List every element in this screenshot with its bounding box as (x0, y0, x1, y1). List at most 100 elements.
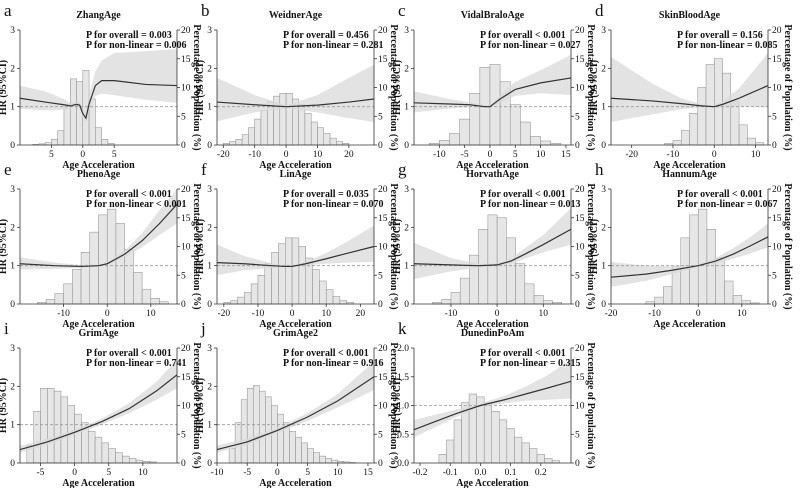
hr-curve (610, 85, 769, 108)
y2-axis-label: Percentage of Population (%) (191, 342, 202, 468)
x-tick-label: 0 (696, 309, 701, 319)
panel-title: HannumAge (662, 169, 717, 180)
hist-bar (279, 93, 287, 146)
hist-bar (310, 121, 318, 146)
p-nonlinear: P for non-linear = 0.027 (480, 40, 581, 51)
y2-tick-label: 10 (575, 243, 585, 253)
y-tick-label: 1 (601, 103, 606, 113)
y-tick-label: 2 (601, 223, 606, 233)
hist-bar (332, 296, 341, 305)
x-axis-label: Age Acceleration (259, 160, 332, 171)
hist-bar (115, 223, 125, 305)
p-overall: P for overall < 0.001 (480, 348, 566, 359)
y2-tick-label: 5 (575, 112, 580, 122)
x-axis-label: Age Acceleration (456, 160, 529, 171)
hist-bar (521, 442, 530, 464)
hist-bar (248, 127, 255, 146)
hist-bar (741, 300, 751, 305)
panel-e: 0 1 2 3 0 5 10 15 20 -10 0 10 e PhenoAge P for overall… (0, 160, 202, 330)
y2-axis-label: Percentage of Population (%) (782, 24, 793, 150)
y-tick-label: 1 (207, 262, 212, 272)
panel-letter: h (595, 160, 604, 179)
hist-bar (115, 452, 123, 464)
x-tick-label: -10 (252, 309, 265, 319)
y2-tick-label: 5 (378, 430, 383, 440)
y-tick-label: 0.0 (397, 459, 409, 469)
hist-bar (69, 78, 77, 146)
hist-bar (254, 118, 262, 146)
y2-tick-label: 0 (575, 459, 580, 469)
y-tick-label: 3 (10, 26, 15, 36)
x-tick-label: 0 (488, 150, 493, 160)
y2-tick-label: 20 (575, 344, 585, 354)
hist-bar (313, 452, 320, 464)
p-overall: P for overall < 0.001 (283, 348, 369, 359)
ci-band (20, 189, 177, 270)
hist-bar (229, 141, 237, 146)
y-axis-label: HR (95%CI) (589, 219, 600, 274)
hist-bar (331, 459, 339, 464)
hist-bar (722, 72, 732, 146)
y-tick-label: 2 (207, 64, 212, 74)
p-nonlinear: P for non-linear = 0.070 (283, 199, 384, 210)
hist-bar (706, 229, 716, 305)
hist-bar (301, 442, 308, 464)
hist-bar (714, 58, 723, 146)
y-tick-label: 3 (601, 26, 606, 36)
hist-bar (47, 388, 55, 464)
hist-bar (544, 458, 553, 464)
y2-tick-label: 5 (378, 112, 383, 122)
hist-bar (468, 393, 477, 464)
hr-curve (19, 203, 178, 268)
y-tick-label: 2 (207, 223, 212, 233)
y2-tick-label: 5 (772, 271, 777, 281)
hist-bar (260, 110, 268, 146)
hist-bar (697, 208, 708, 305)
p-nonlinear: P for non-linear = 0.085 (677, 40, 778, 51)
hist-bar (246, 388, 254, 464)
hist-bar (747, 137, 756, 146)
x-tick-label: 0 (72, 468, 77, 478)
y-tick-label: 2 (207, 382, 212, 392)
hist-bar (663, 286, 673, 305)
p-nonlinear: P for non-linear = 0.067 (677, 199, 778, 210)
y-tick-label: 2 (404, 64, 409, 74)
hist-bar (141, 289, 152, 305)
y-tick-label: 1.0 (397, 402, 409, 412)
y-axis-label: HR (95%CI) (392, 219, 403, 274)
p-overall: P for overall = 0.035 (283, 189, 369, 200)
y-tick-label: 2 (601, 64, 606, 74)
panel-h: 0 1 2 3 0 5 10 15 20 -20 -10 0 10 h HannumAge P for ove… (589, 160, 793, 330)
y-tick-label: 1 (601, 262, 606, 272)
y-axis-label: HR (95%CI) (195, 219, 206, 274)
hist-bar (122, 455, 130, 464)
hist-bar (298, 104, 306, 146)
x-tick-label: 0 (275, 468, 280, 478)
y2-tick-label: 20 (378, 344, 388, 354)
hist-bar (277, 413, 284, 464)
p-overall: P for overall < 0.001 (480, 30, 566, 41)
y2-tick-label: 15 (378, 55, 388, 65)
p-overall: P for overall = 0.156 (677, 30, 763, 41)
panel-j: 0 1 2 3 0 5 10 15 20 -10 -5 0 5 10 15 j GrimAge2 P for ov… (195, 319, 399, 488)
y2-tick-label: 10 (378, 243, 388, 253)
y-tick-label: 0 (10, 300, 15, 310)
hist-bar (439, 140, 450, 146)
hist-bar (133, 272, 143, 305)
ci-band (217, 64, 374, 122)
ci-band (20, 359, 177, 453)
hist-bar (325, 458, 332, 464)
y2-tick-label: 10 (378, 402, 388, 412)
panel-title: SkinBloodAge (659, 10, 721, 21)
x-tick-label: 0.1 (505, 468, 517, 478)
x-tick-label: 10 (536, 150, 546, 160)
hist-bar (235, 139, 243, 146)
y-tick-label: 0 (601, 300, 606, 310)
hist-bar (285, 237, 293, 305)
y2-axis-label: Percentage of Population (%) (388, 183, 399, 309)
hist-bar (80, 252, 91, 305)
y2-tick-label: 15 (378, 214, 388, 224)
panel-title: VidalBraloAge (461, 10, 525, 21)
ci-band (217, 361, 374, 453)
p-nonlinear: P for non-linear = 0.916 (283, 358, 384, 369)
